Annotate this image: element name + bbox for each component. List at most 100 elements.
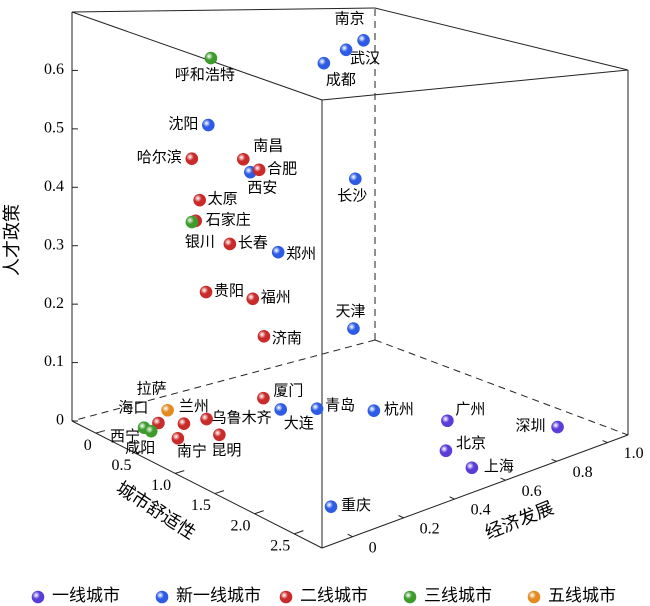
x-tick-label: 1.0 — [151, 477, 171, 494]
point — [185, 215, 199, 229]
point-label: 上海 — [484, 458, 514, 475]
point — [339, 43, 353, 57]
y-tick-label: 0.8 — [573, 464, 593, 481]
box-edge — [71, 11, 323, 101]
point-label: 海口 — [118, 399, 148, 416]
point-label: 广州 — [455, 401, 485, 418]
box-edge — [71, 420, 323, 549]
legend-marker — [31, 590, 45, 604]
x-tick — [214, 490, 225, 495]
point-label: 南宁 — [177, 443, 207, 460]
x-tick — [294, 530, 304, 535]
point-label: 兰州 — [179, 398, 209, 415]
legend-marker — [155, 590, 169, 604]
point — [152, 416, 165, 430]
legend-marker — [527, 590, 541, 604]
z-tick-label: 0.1 — [44, 353, 64, 370]
point — [213, 428, 226, 442]
point-label: 乌鲁木齐 — [212, 409, 272, 426]
box-edge — [71, 7, 376, 13]
x-tick-label: 0 — [84, 437, 92, 454]
z-tick-label: 0.3 — [44, 236, 64, 253]
x-tick-label: 2.0 — [231, 517, 251, 534]
point-label: 石家庄 — [206, 210, 251, 228]
point — [144, 424, 158, 438]
z-tick-label: 0.5 — [44, 120, 64, 137]
box-edge-hidden — [374, 339, 629, 436]
box-edge — [374, 7, 629, 71]
y-tick — [500, 477, 506, 481]
z-tick-label: 0.2 — [44, 295, 64, 312]
point-label: 呼和浩特 — [175, 67, 235, 84]
point-label: 深圳 — [516, 417, 546, 434]
point — [439, 444, 453, 458]
point — [257, 391, 270, 405]
point — [271, 245, 285, 259]
point-label: 南京 — [335, 11, 365, 28]
y-tick-label: 0.4 — [471, 502, 491, 519]
point — [349, 172, 362, 186]
point-label: 济南 — [272, 330, 302, 347]
x-tick — [175, 470, 185, 474]
point — [310, 402, 324, 415]
point — [317, 56, 331, 70]
point-label: 拉萨 — [137, 381, 167, 398]
point — [257, 330, 271, 343]
point — [204, 51, 218, 65]
point — [199, 285, 213, 299]
point — [347, 322, 360, 335]
point-label: 长春 — [238, 234, 268, 251]
point-label: 杭州 — [384, 401, 414, 418]
point-label: 沈阳 — [168, 115, 198, 132]
point-label: 武汉 — [350, 50, 380, 67]
point-label: 西宁 — [110, 428, 140, 445]
point — [465, 461, 479, 475]
point-label: 重庆 — [341, 497, 371, 514]
point-label: 咸阳 — [125, 440, 155, 457]
x-tick — [95, 430, 106, 434]
legend-marker — [403, 590, 417, 604]
point-label: 青岛 — [325, 397, 355, 414]
y-tick — [551, 458, 557, 462]
y-axis-title: 经济发展 — [482, 498, 556, 544]
y-tick-label: 0.6 — [522, 483, 542, 500]
legend-label: 新一线城市 — [176, 586, 261, 605]
point-label: 合肥 — [267, 160, 297, 177]
legend-label: 一线城市 — [52, 586, 120, 605]
x-tick — [135, 450, 145, 454]
point — [367, 404, 381, 418]
point-label: 南昌 — [253, 138, 283, 155]
y-tick-label: 0.2 — [420, 521, 440, 538]
point — [202, 118, 215, 132]
legend-marker — [279, 590, 293, 604]
point — [357, 33, 370, 47]
y-tick — [449, 496, 455, 500]
y-tick — [347, 533, 353, 538]
z-axis-title: 人才政策 — [2, 204, 22, 276]
point — [185, 152, 199, 166]
x-tick-label: 1.5 — [191, 497, 211, 514]
z-tick-label: 0.6 — [44, 61, 64, 78]
point — [171, 432, 185, 445]
point-label: 长沙 — [337, 187, 367, 204]
point-label: 太原 — [208, 191, 238, 208]
box-edge-hidden — [71, 339, 376, 422]
y-tick — [398, 515, 404, 519]
point — [223, 237, 237, 251]
point — [237, 152, 250, 166]
point-label: 厦门 — [273, 383, 303, 400]
point-label: 银川 — [185, 234, 215, 251]
point — [161, 403, 174, 417]
y-tick-label: 0 — [369, 539, 377, 556]
point — [441, 414, 454, 428]
y-tick — [602, 440, 608, 444]
point-label: 天津 — [335, 303, 365, 320]
z-tick-label: 0 — [56, 412, 64, 429]
x-tick-label: 0.5 — [111, 457, 131, 474]
box-edge — [321, 434, 629, 549]
point-label: 贵阳 — [214, 282, 244, 299]
legend-label: 五线城市 — [548, 586, 616, 605]
point-label: 哈尔滨 — [137, 149, 182, 166]
point-label: 福州 — [261, 289, 291, 306]
point — [551, 420, 564, 434]
